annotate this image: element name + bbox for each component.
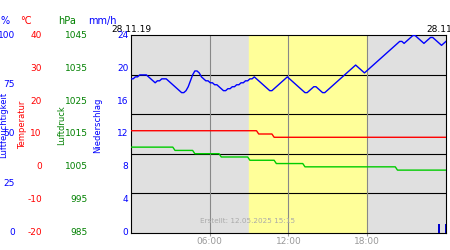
- Text: 0: 0: [122, 228, 128, 237]
- Text: 1035: 1035: [65, 64, 88, 73]
- Text: Erstellt: 12.05.2025 15:15: Erstellt: 12.05.2025 15:15: [200, 218, 295, 224]
- Text: 16: 16: [117, 97, 128, 106]
- Text: Luftdruck: Luftdruck: [58, 105, 67, 145]
- Text: 20: 20: [117, 64, 128, 73]
- Text: 30: 30: [30, 64, 42, 73]
- Text: °C: °C: [20, 16, 32, 26]
- Text: 50: 50: [3, 130, 15, 138]
- Bar: [438, 224, 441, 232]
- Text: Niederschlag: Niederschlag: [94, 97, 103, 153]
- Text: 0: 0: [9, 228, 15, 237]
- Text: 995: 995: [71, 195, 88, 204]
- Text: Temperatur: Temperatur: [18, 101, 27, 149]
- Text: -20: -20: [27, 228, 42, 237]
- Text: 985: 985: [71, 228, 88, 237]
- Text: 1005: 1005: [65, 162, 88, 171]
- Text: 10: 10: [30, 130, 42, 138]
- Bar: [249, 36, 367, 232]
- Text: Luftfeuchtigkeit: Luftfeuchtigkeit: [0, 92, 9, 158]
- Text: 20: 20: [31, 97, 42, 106]
- Text: 24: 24: [117, 31, 128, 40]
- Text: 4: 4: [122, 195, 128, 204]
- Text: 1045: 1045: [65, 31, 88, 40]
- Text: 1025: 1025: [65, 97, 88, 106]
- Text: -10: -10: [27, 195, 42, 204]
- Text: 100: 100: [0, 31, 15, 40]
- Text: 75: 75: [3, 80, 15, 89]
- Text: 12: 12: [117, 130, 128, 138]
- Text: 1015: 1015: [65, 130, 88, 138]
- Text: mm/h: mm/h: [88, 16, 117, 26]
- Text: 8: 8: [122, 162, 128, 171]
- Bar: [445, 224, 447, 232]
- Text: 0: 0: [36, 162, 42, 171]
- Text: %: %: [1, 16, 10, 26]
- Text: hPa: hPa: [58, 16, 76, 26]
- Text: 25: 25: [4, 179, 15, 188]
- Text: 40: 40: [31, 31, 42, 40]
